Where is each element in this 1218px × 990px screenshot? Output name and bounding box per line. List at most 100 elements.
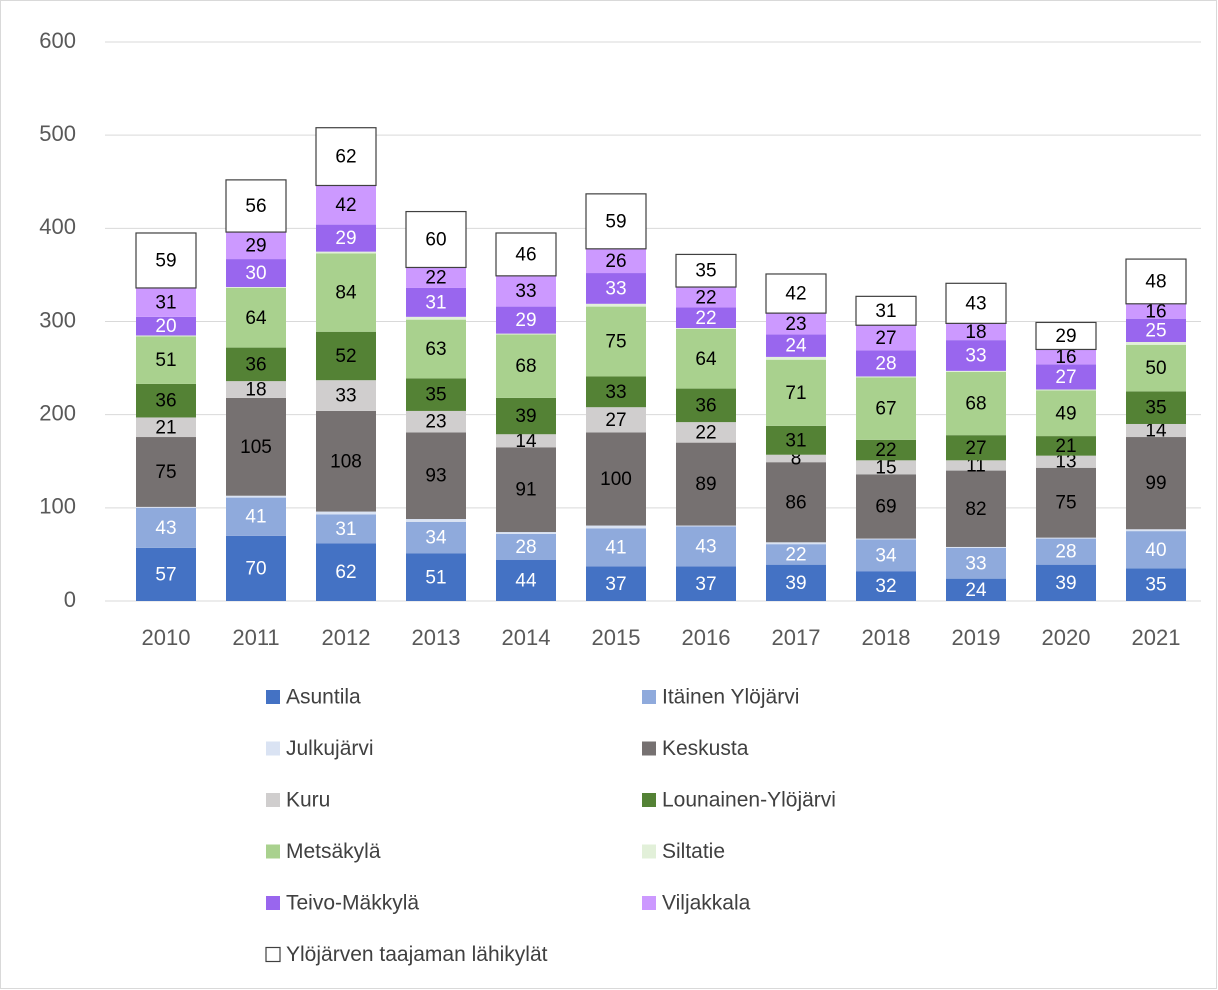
legend-label: Itäinen Ylöjärvi [662,686,799,709]
data-label: 50 [1145,358,1166,379]
legend-swatch [642,896,656,910]
x-tick-label: 2020 [1042,625,1091,650]
bar-segment [856,325,916,351]
bar-segment [586,303,646,307]
bar-segment [676,287,736,308]
bar-segment [766,462,826,543]
data-label: 42 [785,284,806,305]
x-tick-label: 2014 [502,625,551,650]
bar-segment [226,259,286,288]
bar-segment [316,331,376,381]
bar-segment [1036,349,1096,365]
bar-segment [1126,344,1186,392]
data-label: 108 [330,451,362,472]
bar-segment [316,185,376,225]
bar-segment [676,388,736,423]
bar-segment [676,442,736,526]
bar-segment [1126,303,1186,319]
legend-swatch [266,793,280,807]
data-label: 62 [335,562,356,583]
data-label: 36 [245,354,266,375]
data-label: 31 [785,430,806,451]
data-label: 26 [605,251,626,272]
bar-segment [1036,564,1096,601]
bar-segment [676,422,736,443]
data-label: 35 [1145,575,1166,596]
data-label: 64 [695,349,717,370]
bar-segment [766,542,826,545]
bar-segment [226,397,286,496]
bar-segment [946,546,1006,548]
data-label: 16 [1145,301,1166,322]
bar-segment [946,370,1006,372]
bar-segment [766,313,826,335]
data-label: 43 [155,518,176,539]
data-label: 14 [1145,421,1167,442]
data-label: 93 [425,466,446,487]
bar-segment [766,564,826,601]
legend-label: Ylöjärven taajaman lähikylät [286,943,548,966]
bar-segment [586,566,646,601]
bar-segment [136,506,196,508]
bar-segment [946,435,1006,461]
bar-segment [946,547,1006,579]
bar-segment [226,497,286,536]
data-label: 23 [425,412,446,433]
legend-swatch [266,741,280,756]
bar-segment [676,328,736,389]
data-label: 33 [965,346,986,367]
bar-segment [586,407,646,433]
data-label: 62 [335,147,356,168]
bar-segment [1035,321,1097,351]
data-label: 34 [425,528,447,549]
bar-segment [676,525,736,527]
data-label: 31 [335,519,356,540]
bar-segment [136,437,196,507]
x-tick-label: 2011 [232,625,279,650]
bar-segment [406,287,466,317]
bar-segment [765,273,827,314]
bar-segment [586,528,646,567]
data-label: 16 [1055,347,1076,368]
bar-segment [136,335,196,337]
data-label: 59 [155,250,176,271]
data-label: 13 [1055,452,1076,473]
data-label: 57 [155,564,176,585]
bar-segment [946,460,1006,471]
bar-segment [586,273,646,304]
bar-segment [1126,437,1186,530]
data-label: 42 [335,195,356,216]
bar-segment [856,460,916,475]
x-tick-label: 2019 [952,625,1001,650]
bar-segment [496,434,556,448]
bar-segment [406,432,466,520]
data-label: 21 [155,417,176,438]
data-label: 28 [1055,542,1076,563]
bar-segment [766,356,826,360]
bar-segment [406,378,466,411]
bar-segment [676,566,736,601]
data-label: 29 [1055,326,1076,347]
x-tick-label: 2021 [1132,625,1181,650]
bar-segment [1036,389,1096,391]
bar-segment [1036,538,1096,565]
bar-segment [226,347,286,382]
bar-segment [586,306,646,377]
data-label: 63 [425,339,446,360]
bar-segment [1126,318,1186,342]
bar-segment [1036,436,1096,456]
data-label: 105 [240,437,272,458]
legend-label: Teivo-Mäkkylä [286,892,419,915]
data-label: 27 [605,410,626,431]
data-label: 18 [245,380,266,401]
bar-segment [586,432,646,526]
x-tick-label: 2013 [412,625,461,650]
bar-segment [406,519,466,522]
data-label: 24 [785,336,807,357]
legend-swatch [642,690,656,704]
bar-segment [675,253,737,288]
bar-segment [945,282,1007,324]
y-tick-label: 300 [39,307,76,332]
bar-segment [856,350,916,377]
bar-segment [946,578,1006,601]
